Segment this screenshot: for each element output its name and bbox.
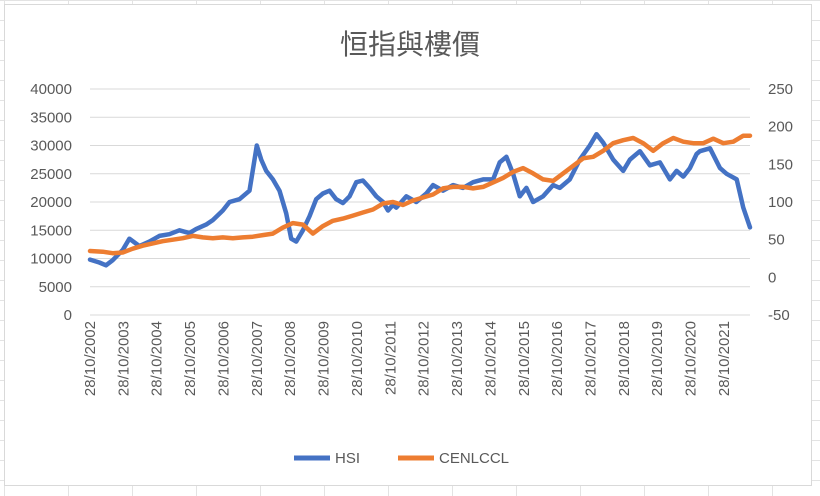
- y-left-tick-label: 25000: [30, 166, 72, 183]
- x-tick-label: 28/10/2002: [82, 321, 99, 396]
- y-left-tick-label: 40000: [30, 81, 72, 98]
- x-tick-label: 28/10/2011: [382, 321, 399, 395]
- x-tick-label: 28/10/2006: [215, 321, 232, 396]
- x-tick-label: 28/10/2021: [716, 321, 733, 396]
- y-left-tick-label: 20000: [30, 194, 72, 211]
- x-tick-label: 28/10/2013: [449, 321, 466, 396]
- x-tick-label: 28/10/2012: [416, 321, 433, 396]
- y-right-tick-label: -50: [768, 307, 790, 324]
- legend-label-cenlccl: CENLCCL: [439, 450, 509, 467]
- y-left-tick-label: 5000: [39, 279, 72, 296]
- y-left-tick-label: 0: [64, 307, 72, 324]
- x-tick-label: 28/10/2018: [616, 321, 633, 396]
- x-tick-label: 28/10/2008: [282, 321, 299, 396]
- legend-label-hsi: HSI: [335, 450, 360, 467]
- y-right-tick-label: 200: [768, 119, 793, 136]
- x-tick-label: 28/10/2016: [549, 321, 566, 396]
- y-right-tick-label: 250: [768, 81, 793, 98]
- x-tick-label: 28/10/2004: [149, 321, 166, 396]
- y-axis-left: 0 5000 10000 15000 20000 25000 30000 35000 40000: [30, 81, 72, 324]
- series-line-cenlccl: [87, 133, 753, 256]
- x-tick-label: 28/10/2014: [482, 321, 499, 396]
- y-left-tick-label: 10000: [30, 251, 72, 268]
- y-right-tick-label: 50: [768, 232, 785, 249]
- chart-title: 恒指與樓價: [340, 28, 480, 61]
- x-axis: 28/10/2002 28/10/2003 28/10/2004 28/10/2005…: [82, 321, 733, 396]
- y-right-tick-label: 100: [768, 194, 793, 211]
- series-lines: [87, 131, 753, 268]
- x-tick-label: 28/10/2007: [249, 321, 266, 396]
- x-tick-label: 28/10/2017: [583, 321, 600, 396]
- x-tick-label: 28/10/2005: [182, 321, 199, 396]
- x-tick-label: 28/10/2003: [115, 321, 132, 396]
- x-tick-label: 28/10/2009: [316, 321, 333, 396]
- y-axis-right: -50 0 50 100 150 200 250: [768, 81, 793, 324]
- y-right-tick-label: 150: [768, 156, 793, 173]
- y-left-tick-label: 15000: [30, 222, 72, 239]
- series-line-hsi: [87, 131, 753, 268]
- x-tick-label: 28/10/2010: [349, 321, 366, 396]
- y-left-tick-label: 30000: [30, 138, 72, 155]
- x-tick-label: 28/10/2019: [649, 321, 666, 396]
- y-left-tick-label: 35000: [30, 109, 72, 126]
- x-tick-label: 28/10/2015: [516, 321, 533, 396]
- legend[interactable]: HSI CENLCCL: [294, 450, 509, 467]
- x-tick-label: 28/10/2020: [683, 321, 700, 396]
- y-right-tick-label: 0: [768, 269, 776, 286]
- gridlines: [90, 88, 750, 316]
